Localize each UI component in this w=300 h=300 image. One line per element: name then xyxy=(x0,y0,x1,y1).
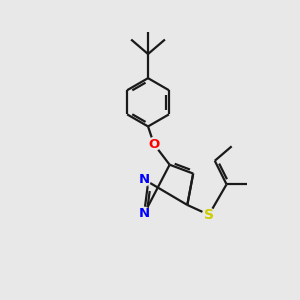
Text: N: N xyxy=(139,207,150,220)
Circle shape xyxy=(138,207,151,220)
Text: O: O xyxy=(148,138,160,151)
Text: N: N xyxy=(139,173,150,186)
Circle shape xyxy=(202,208,215,221)
Circle shape xyxy=(147,138,161,151)
Text: S: S xyxy=(204,208,214,222)
Circle shape xyxy=(138,173,151,186)
